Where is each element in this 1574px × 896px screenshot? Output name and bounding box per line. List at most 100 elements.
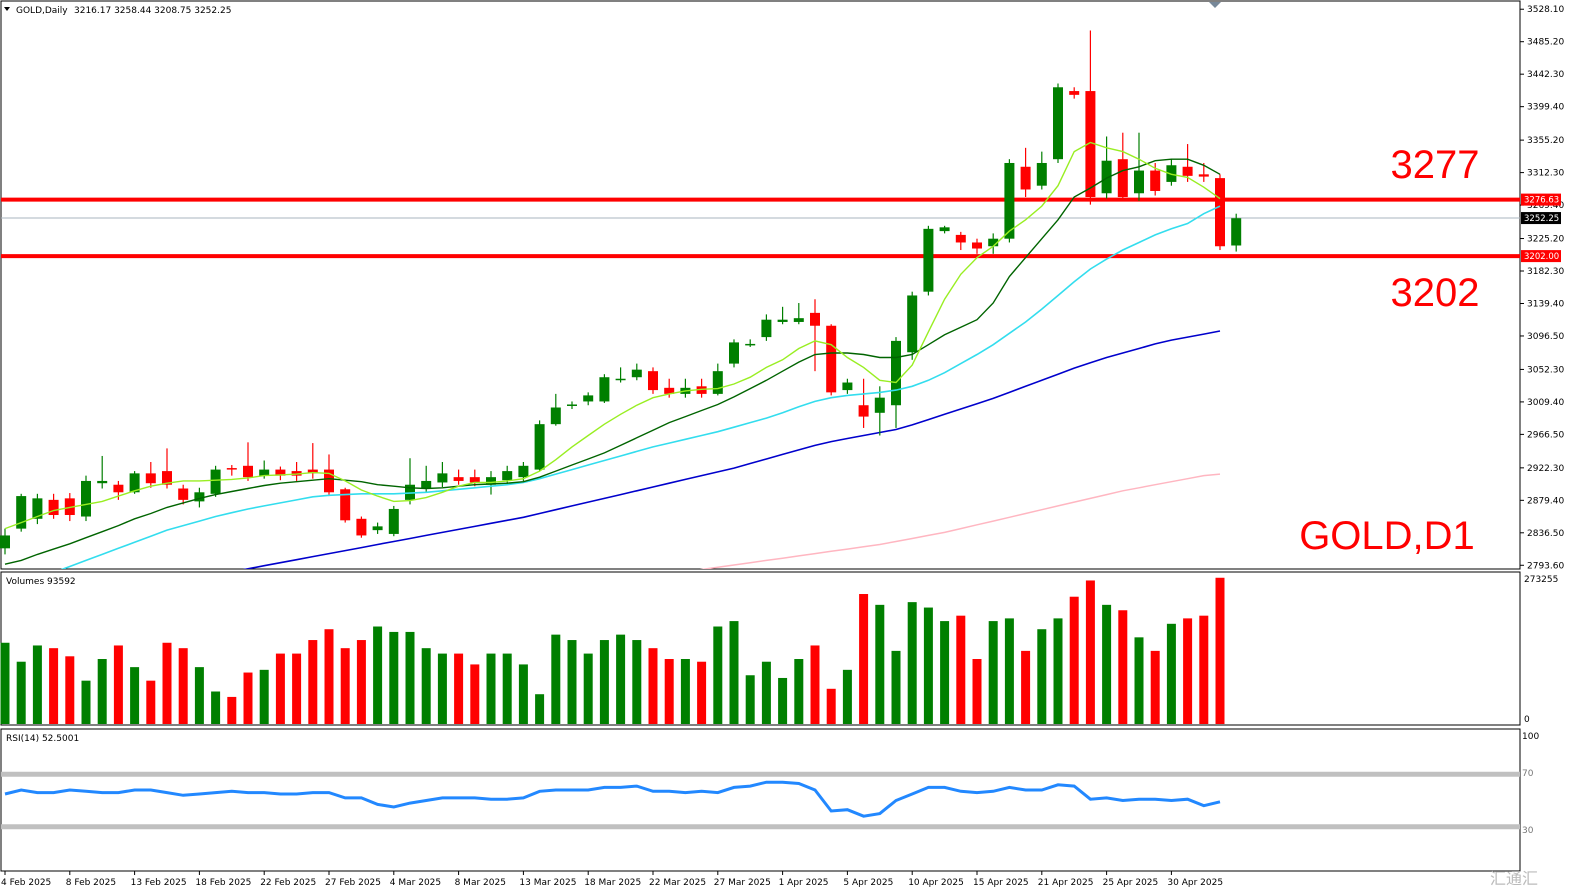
volume-panel-frame <box>0 571 1521 726</box>
candle-body <box>194 492 205 502</box>
date-tick-label: 15 Apr 2025 <box>973 878 1029 888</box>
date-axis: 4 Feb 2025 8 Feb 2025 13 Feb 2025 18 Feb 20… <box>1 871 1223 888</box>
candle <box>696 378 707 398</box>
candle-body <box>226 468 237 470</box>
volume-bar <box>1183 618 1193 724</box>
candle-body <box>988 238 999 247</box>
volume-bars <box>0 577 1225 724</box>
candle <box>745 339 756 347</box>
candle <box>1215 174 1225 251</box>
candle <box>1198 162 1209 182</box>
candle <box>97 455 108 489</box>
volume-bar <box>162 642 172 724</box>
volume-bar <box>389 631 399 724</box>
shift-marker-icon[interactable] <box>1209 2 1221 8</box>
volume-bar <box>956 615 966 724</box>
candle <box>32 493 43 525</box>
date-tick-label: 22 Feb 2025 <box>260 878 316 888</box>
candle <box>972 238 982 254</box>
volume-bar <box>875 604 885 724</box>
price-tick-label: 3399.40 <box>1527 103 1564 113</box>
price-line-badge <box>1521 250 1561 263</box>
ma-pink-line <box>699 473 1221 569</box>
volume-bar <box>907 602 917 724</box>
volume-bar <box>1118 610 1128 724</box>
resistance-label: 3277 <box>1391 143 1480 187</box>
volume-bar <box>81 680 91 724</box>
candle <box>923 225 934 296</box>
price-line-badge-label: 3276.63 <box>1524 196 1559 206</box>
candle-body <box>939 227 950 232</box>
candle-body <box>453 477 464 481</box>
price-tick-label: 2836.50 <box>1527 529 1564 539</box>
candle-body <box>81 480 91 517</box>
candle-body <box>648 371 658 391</box>
candle-body <box>631 369 642 378</box>
candle-body <box>615 378 626 381</box>
candle-body <box>275 469 286 476</box>
volume-bar <box>713 626 723 724</box>
volume-bar <box>373 626 383 724</box>
candle <box>874 386 885 436</box>
candle-body <box>583 395 594 402</box>
date-tick-label: 4 Mar 2025 <box>390 878 441 888</box>
price-tick-label: 3225.20 <box>1527 235 1564 245</box>
candle-body <box>761 319 772 338</box>
candle <box>1020 147 1031 198</box>
candle <box>1004 159 1015 243</box>
volume-bar <box>1150 650 1160 724</box>
candle <box>162 448 172 489</box>
candle <box>1231 213 1242 252</box>
volume-bar <box>16 661 26 724</box>
volume-bar <box>761 661 771 724</box>
candle <box>324 454 334 497</box>
volume-bar <box>275 653 285 724</box>
candle <box>81 475 91 522</box>
candle-body <box>1215 178 1225 247</box>
date-tick-label: 8 Feb 2025 <box>66 878 116 888</box>
price-panel-frame <box>0 0 1521 570</box>
candle <box>615 367 626 383</box>
volume-title: Volumes 93592 <box>6 577 76 587</box>
volume-bar <box>697 661 707 724</box>
volume-zero-label: 0 <box>1524 715 1530 725</box>
date-tick-label: 18 Feb 2025 <box>195 878 251 888</box>
ma-fast-line <box>4 141 1221 530</box>
candle-body <box>32 498 43 519</box>
candle <box>1053 83 1063 163</box>
volume-bar <box>680 659 690 724</box>
candle-body <box>145 473 156 484</box>
price-tick-label: 3096.50 <box>1527 332 1564 342</box>
volume-bar <box>211 691 221 724</box>
candle-body <box>16 496 27 529</box>
date-tick-label: 27 Mar 2025 <box>714 878 771 888</box>
rsi-series <box>1 771 1520 830</box>
candle <box>405 458 415 505</box>
candle-body <box>729 342 739 364</box>
volume-bar <box>470 664 480 724</box>
volume-bar <box>1037 629 1047 724</box>
candle-body <box>1134 170 1144 194</box>
candle <box>388 505 399 537</box>
volume-bar <box>1085 580 1095 724</box>
candle <box>631 363 642 381</box>
candle-body <box>567 404 577 406</box>
volume-bar <box>988 621 998 724</box>
volume-bar <box>0 642 10 724</box>
candle-body <box>48 499 59 516</box>
candle-body <box>1101 160 1112 194</box>
candle <box>761 314 772 341</box>
volume-bar <box>794 659 804 724</box>
volume-bar <box>502 653 512 724</box>
volume-bar <box>437 653 447 724</box>
dropdown-triangle-icon[interactable] <box>4 7 10 11</box>
date-tick-label: 4 Feb 2025 <box>1 878 51 888</box>
price-tick-label: 3485.20 <box>1527 38 1564 48</box>
candle <box>842 378 853 394</box>
price-tick-label: 3442.30 <box>1527 70 1564 80</box>
symbol-label: GOLD,Daily <box>16 6 68 16</box>
volume-bar <box>97 659 107 724</box>
candle <box>243 442 253 481</box>
horizontal-levels <box>1 197 1520 259</box>
